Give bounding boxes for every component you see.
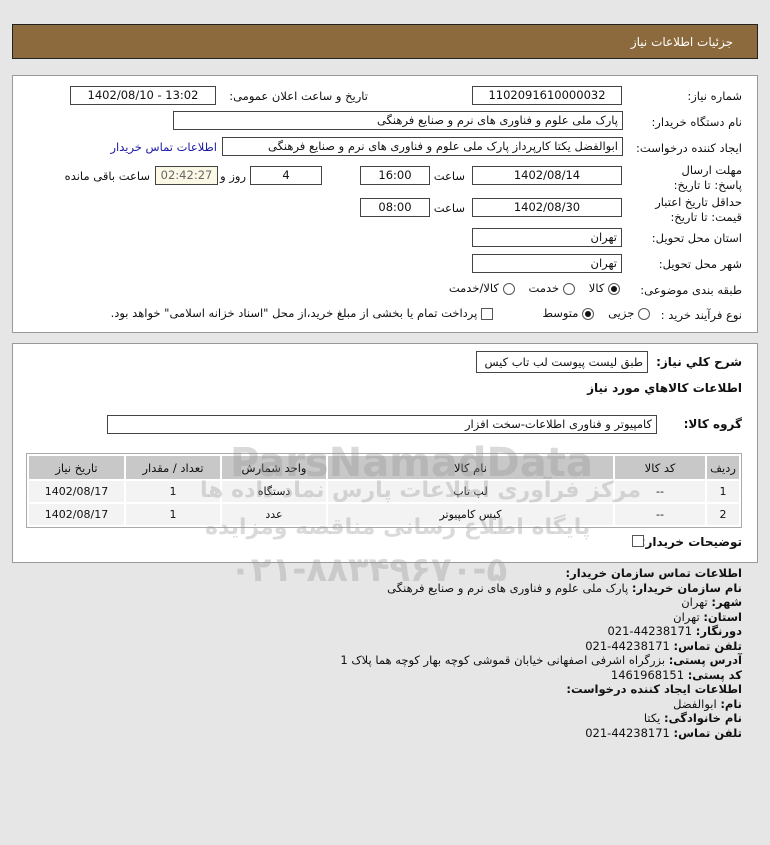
address-label: آدرس پستی:	[668, 653, 742, 667]
process-option-medium[interactable]: متوسط	[542, 306, 595, 320]
process-option-minor[interactable]: جزیی	[608, 306, 650, 320]
col-qty: تعداد / مقدار	[126, 456, 220, 479]
process-radio-group: جزیی متوسط	[542, 306, 650, 320]
category-option-both[interactable]: کالا/خدمت	[449, 281, 515, 295]
goods-table-wrap: ردیف کد کالا نام کالا واحد شمارش تعداد /…	[26, 453, 742, 528]
province-value: تهران	[673, 609, 700, 624]
cell-unit: دستگاه	[222, 481, 326, 502]
cell-name: کیس کامپیوتر	[328, 504, 613, 525]
table-row: 1 -- لپ تاپ دستگاه 1 1402/08/17	[29, 481, 739, 502]
validity-date-field[interactable]: 1402/08/30	[472, 198, 622, 217]
cell-row: 2	[707, 504, 739, 525]
radio-medium[interactable]	[582, 307, 595, 320]
creator-phone-label: تلفن تماس:	[673, 725, 742, 740]
contact-info: اطلاعات تماس سازمان خریدار: نام سازمان خ…	[340, 566, 742, 740]
cell-unit: عدد	[222, 504, 326, 525]
city-value: تهران	[681, 595, 708, 609]
radio-both[interactable]	[502, 282, 515, 295]
province-field[interactable]: تهران	[472, 228, 622, 247]
validity-time-field[interactable]: 08:00	[360, 198, 430, 217]
col-code: کد کالا	[615, 456, 705, 479]
cell-name: لپ تاپ	[328, 481, 613, 502]
col-unit: واحد شمارش	[222, 456, 326, 479]
creator-field[interactable]: ابوالفضل یکتا کارپرداز پارک ملی علوم و ف…	[222, 137, 623, 156]
category-option-goods[interactable]: کالا	[589, 281, 620, 295]
phone-label: تلفن تماس:	[673, 638, 742, 653]
cell-code: --	[615, 481, 705, 502]
need-number-label: شماره نیاز:	[687, 89, 742, 103]
name-label: نام:	[720, 696, 742, 711]
creator-phone-value: 44238171-021	[585, 725, 670, 740]
family-value: یکتا	[643, 711, 661, 725]
table-header-row: ردیف کد کالا نام کالا واحد شمارش تعداد /…	[29, 456, 739, 479]
remaining-time-field: 02:42:27	[155, 166, 218, 185]
cell-date: 1402/08/17	[29, 481, 124, 502]
announce-field[interactable]: 1402/08/10 - 13:02	[70, 86, 216, 105]
org-value: پارک ملی علوم و فناوری های نرم و صنایع ف…	[387, 580, 629, 595]
col-row: ردیف	[707, 456, 739, 479]
city-label: شهر محل تحویل:	[658, 257, 742, 271]
cell-row: 1	[707, 481, 739, 502]
announce-label: تاریخ و ساعت اعلان عمومی:	[229, 89, 368, 103]
org-label: نام سازمان خریدار:	[631, 580, 742, 595]
creator-heading: اطلاعات ایجاد کننده درخواست:	[566, 682, 742, 696]
creator-label: ایجاد کننده درخواست:	[636, 141, 742, 155]
cell-qty: 1	[126, 481, 220, 502]
page-header: جزئیات اطلاعات نیاز	[12, 24, 758, 59]
fax-value: 44238171-021	[607, 624, 693, 638]
goods-table: ردیف کد کالا نام کالا واحد شمارش تعداد /…	[27, 454, 741, 527]
payment-option[interactable]: پرداخت تمام یا بخشی از مبلغ خرید،از محل …	[111, 306, 493, 320]
remaining-label: ساعت باقی مانده	[64, 169, 150, 183]
description-field[interactable]: طبق لیست پیوست لب تاب کیس	[476, 351, 648, 373]
goods-group-field[interactable]: کامپیوتر و فناوری اطلاعات-سخت افزار	[107, 415, 657, 434]
validity-label: حداقل تاریخ اعتبار قیمت: تا تاریخ:	[655, 195, 742, 224]
table-row: 2 -- کیس کامپیوتر عدد 1 1402/08/17	[29, 504, 739, 525]
name-value: ابوالفضل	[673, 696, 717, 711]
radio-minor[interactable]	[638, 307, 650, 320]
deadline-time-label: ساعت	[433, 169, 465, 183]
city-label: شهر:	[711, 595, 742, 609]
col-date: تاریخ نیاز	[29, 456, 124, 479]
page-title: جزئیات اطلاعات نیاز	[630, 35, 733, 49]
phone-value: 44238171-021	[585, 638, 670, 653]
radio-goods[interactable]	[608, 282, 620, 295]
buyer-notes-label: توضیحات خریدار:	[640, 535, 742, 549]
days-label: روز و	[220, 169, 246, 183]
description-label: شرح کلي نياز:	[656, 355, 742, 369]
buyer-notes-checkbox[interactable]	[632, 535, 644, 547]
cell-date: 1402/08/17	[29, 504, 124, 525]
days-field: 4	[250, 166, 322, 185]
buyer-contact-link[interactable]: اطلاعات تماس خریدار	[110, 140, 217, 154]
family-label: نام خانوادگی:	[664, 711, 742, 725]
province-label: استان محل تحویل:	[651, 231, 742, 245]
cell-qty: 1	[126, 504, 220, 525]
buyer-org-field[interactable]: پارک ملی علوم و فناوری های نرم و صنایع ف…	[173, 111, 623, 130]
buyer-org-label: نام دستگاه خریدار:	[651, 115, 742, 129]
deadline-time-field[interactable]: 16:00	[360, 166, 430, 185]
city-field[interactable]: تهران	[472, 254, 622, 273]
radio-service[interactable]	[562, 282, 575, 295]
postal-label: کد پستی:	[687, 667, 742, 682]
cell-code: --	[615, 504, 705, 525]
col-name: نام کالا	[328, 456, 613, 479]
category-radio-group: کالا خدمت کالا/خدمت	[449, 281, 620, 295]
goods-group-label: گروه کالا:	[683, 417, 742, 431]
process-label: نوع فرآیند خرید :	[660, 308, 742, 322]
validity-time-label: ساعت	[433, 201, 465, 215]
province-label: استان:	[703, 609, 742, 624]
contact-heading: اطلاعات تماس سازمان خریدار:	[565, 566, 742, 580]
payment-checkbox[interactable]	[481, 307, 493, 320]
category-option-service[interactable]: خدمت	[529, 281, 575, 295]
deadline-label: مهلت ارسال پاسخ: تا تاریخ:	[673, 163, 742, 192]
need-number-field[interactable]: 1102091610000032	[472, 86, 622, 105]
deadline-date-field[interactable]: 1402/08/14	[472, 166, 622, 185]
category-label: طبقه بندی موضوعی:	[640, 283, 742, 297]
goods-heading: اطلاعات کالاهاي مورد نياز	[587, 381, 742, 395]
address-value: بزرگراه اشرفی اصفهانی خیابان قموشی کوچه …	[340, 653, 666, 667]
fax-label: دورنگار:	[695, 624, 742, 638]
postal-value: 1461968151	[610, 667, 685, 682]
